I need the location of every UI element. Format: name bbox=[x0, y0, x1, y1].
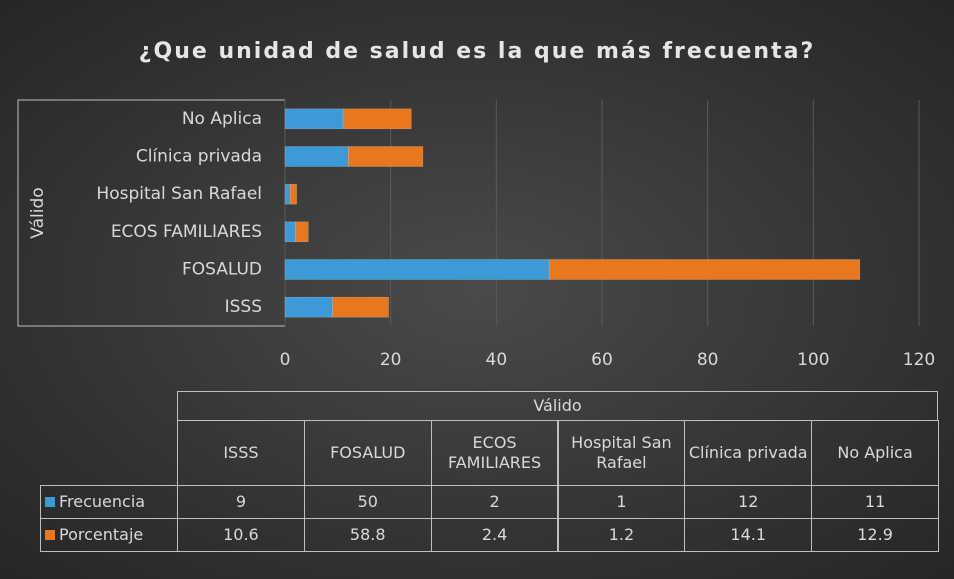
legend-entry-text: Porcentaje bbox=[59, 525, 144, 544]
table-value-text: 11 bbox=[864, 492, 886, 511]
chart-title: ¿Que unidad de salud es la que más frecu… bbox=[139, 39, 815, 64]
table-value-text: 2.4 bbox=[481, 525, 508, 544]
x-tick-label: 20 bbox=[380, 350, 402, 370]
table-group-header-text: Válido bbox=[533, 396, 582, 415]
table-category-text: Clínica privada bbox=[688, 443, 808, 462]
table-value: 12.9 bbox=[811, 518, 939, 552]
table-value: 2 bbox=[430, 485, 559, 519]
legend-entry: Porcentaje bbox=[40, 518, 178, 552]
legend-entry: Frecuencia bbox=[40, 485, 178, 519]
x-tick-label: 40 bbox=[486, 350, 508, 370]
table-value-text: 9 bbox=[235, 492, 246, 511]
legend-key bbox=[45, 530, 55, 540]
table-category-text: FOSALUD bbox=[330, 443, 406, 462]
table-value: 1 bbox=[557, 485, 686, 519]
y-tick-label: No Aplica bbox=[182, 109, 262, 129]
legend-entry-text: Frecuencia bbox=[59, 492, 146, 511]
table-value: 9 bbox=[177, 485, 305, 519]
table-value: 2.4 bbox=[430, 518, 559, 552]
table-category: No Aplica bbox=[811, 420, 939, 486]
table-value-text: 10.6 bbox=[223, 525, 259, 544]
table-category-text: ECOS FAMILIARES bbox=[447, 433, 542, 472]
table-category: Clínica privada bbox=[684, 420, 813, 486]
bar bbox=[332, 296, 389, 318]
table-category-text: ISSS bbox=[223, 443, 259, 462]
y-tick-label: Hospital San Rafael bbox=[96, 184, 262, 204]
table-value-text: 2 bbox=[489, 492, 500, 511]
y-tick-label: ECOS FAMILIARES bbox=[111, 222, 262, 242]
table-value: 14.1 bbox=[684, 518, 813, 552]
bar bbox=[290, 183, 297, 205]
table-category: Hospital San Rafael bbox=[557, 420, 686, 486]
table-value: 58.8 bbox=[303, 518, 432, 552]
table-value: 50 bbox=[303, 485, 432, 519]
x-tick-label: 120 bbox=[903, 350, 935, 370]
table-value: 12 bbox=[684, 485, 813, 519]
table-value-text: 12.9 bbox=[857, 525, 893, 544]
table-group-header: Válido bbox=[177, 391, 938, 421]
y-tick-label: ISSS bbox=[225, 297, 262, 317]
table-category: ECOS FAMILIARES bbox=[430, 420, 559, 486]
table-value-text: 12 bbox=[738, 492, 759, 511]
table-category-text: No Aplica bbox=[837, 443, 913, 462]
table-category: ISSS bbox=[177, 420, 305, 486]
table-value-text: 1 bbox=[616, 492, 627, 511]
bar bbox=[548, 259, 861, 280]
group-label: Válido bbox=[28, 187, 48, 238]
legend-key bbox=[45, 497, 55, 507]
y-tick-label: FOSALUD bbox=[182, 260, 262, 280]
x-tick-label: 100 bbox=[797, 350, 829, 370]
bar bbox=[342, 108, 412, 130]
x-tick-label: 80 bbox=[697, 350, 719, 370]
table-value-text: 14.1 bbox=[730, 525, 767, 544]
x-tick-label: 60 bbox=[591, 350, 613, 370]
category-bracket bbox=[17, 99, 285, 327]
x-tick-label: 0 bbox=[280, 350, 291, 370]
table-value-text: 1.2 bbox=[608, 525, 635, 544]
table-category: FOSALUD bbox=[303, 420, 432, 486]
y-tick-label: Clínica privada bbox=[136, 147, 262, 167]
bar bbox=[295, 221, 309, 243]
table-value-text: 58.8 bbox=[349, 525, 386, 544]
bar bbox=[348, 146, 424, 167]
table-value: 1.2 bbox=[557, 518, 686, 552]
table-value: 10.6 bbox=[177, 518, 305, 552]
table-value: 11 bbox=[811, 485, 939, 519]
table-value-text: 50 bbox=[357, 492, 378, 511]
table-category-text: Hospital San Rafael bbox=[571, 433, 672, 472]
bar bbox=[284, 259, 550, 280]
